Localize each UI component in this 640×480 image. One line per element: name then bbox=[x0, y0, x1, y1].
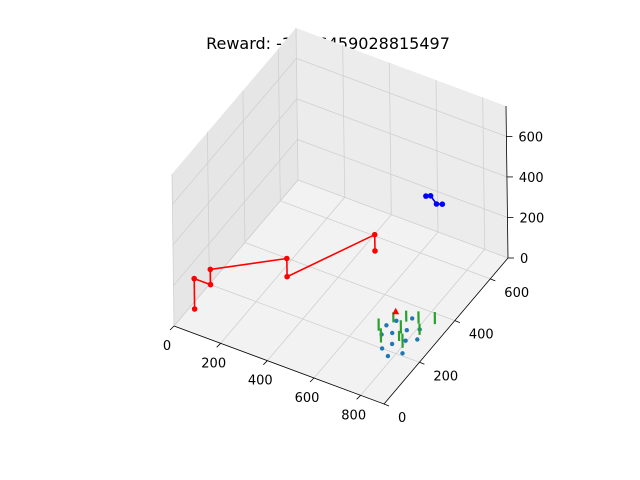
z-tick-label: 0 bbox=[520, 252, 528, 267]
y-tick-label: 400 bbox=[469, 328, 494, 343]
y-tick-label: 200 bbox=[433, 369, 458, 384]
x-tick bbox=[356, 395, 361, 400]
y-tick bbox=[454, 320, 461, 323]
series-0-point bbox=[284, 255, 290, 262]
axis-edges bbox=[173, 105, 509, 405]
series-0-point bbox=[191, 275, 197, 282]
series-2-point bbox=[403, 338, 408, 343]
series-1-point bbox=[427, 193, 434, 199]
x-tick-label: 0 bbox=[163, 339, 171, 354]
x-tick bbox=[216, 343, 221, 348]
y-tick bbox=[419, 361, 425, 365]
x-tick bbox=[309, 377, 315, 383]
x-tick bbox=[263, 360, 268, 365]
y-axis-line bbox=[383, 257, 509, 405]
data-marks bbox=[191, 193, 446, 359]
back-pane bbox=[296, 28, 508, 258]
series-0-point bbox=[207, 266, 214, 273]
z-tick-label: 200 bbox=[520, 212, 545, 227]
x-axis-line bbox=[173, 325, 385, 405]
y-tick bbox=[490, 278, 496, 282]
series-2-point bbox=[389, 341, 395, 347]
tick-labels: 0 200 400 600 800 0 200 400 600 0 200 400 600 bbox=[163, 130, 544, 426]
floor-pane bbox=[174, 180, 508, 404]
series-2-point bbox=[400, 351, 405, 356]
series-0-point bbox=[284, 273, 290, 280]
series-2-point bbox=[404, 328, 409, 333]
z-tick-label: 600 bbox=[518, 130, 543, 145]
series-4-marker bbox=[392, 307, 400, 315]
z-axis-line bbox=[505, 105, 509, 259]
y-tick-label: 0 bbox=[398, 411, 406, 426]
series-2-point bbox=[384, 323, 389, 328]
z-tick-label: 400 bbox=[519, 171, 544, 186]
z-gridline bbox=[172, 98, 508, 246]
axis-ticks bbox=[169, 135, 514, 407]
x-tick-label: 400 bbox=[248, 374, 273, 389]
y-tick bbox=[383, 403, 390, 407]
x-tick bbox=[169, 325, 175, 331]
axes-panes bbox=[172, 28, 508, 404]
series-0-point bbox=[372, 248, 378, 254]
y-tick-label: 600 bbox=[504, 286, 529, 301]
x-tick-label: 200 bbox=[201, 356, 226, 371]
series-0-point bbox=[191, 306, 198, 312]
series-0-point bbox=[207, 281, 214, 288]
z-gridline bbox=[173, 179, 509, 327]
series-0-line bbox=[193, 233, 376, 310]
z-gridline bbox=[173, 139, 508, 286]
z-gridline bbox=[172, 57, 507, 205]
gridlines bbox=[171, 27, 509, 405]
series-1-point bbox=[439, 201, 446, 207]
series-2-point bbox=[379, 346, 385, 351]
series-2-point bbox=[390, 330, 395, 336]
series-2-point bbox=[385, 353, 391, 359]
side-pane bbox=[172, 28, 298, 326]
series-2-point bbox=[410, 316, 415, 321]
series-2-point bbox=[394, 318, 399, 323]
series-2-point bbox=[415, 337, 420, 342]
x-tick-label: 600 bbox=[295, 391, 320, 406]
x-tick-label: 800 bbox=[341, 408, 366, 423]
series-1-point bbox=[423, 193, 429, 199]
series-1-point bbox=[433, 201, 440, 207]
series-0-point bbox=[371, 231, 378, 238]
